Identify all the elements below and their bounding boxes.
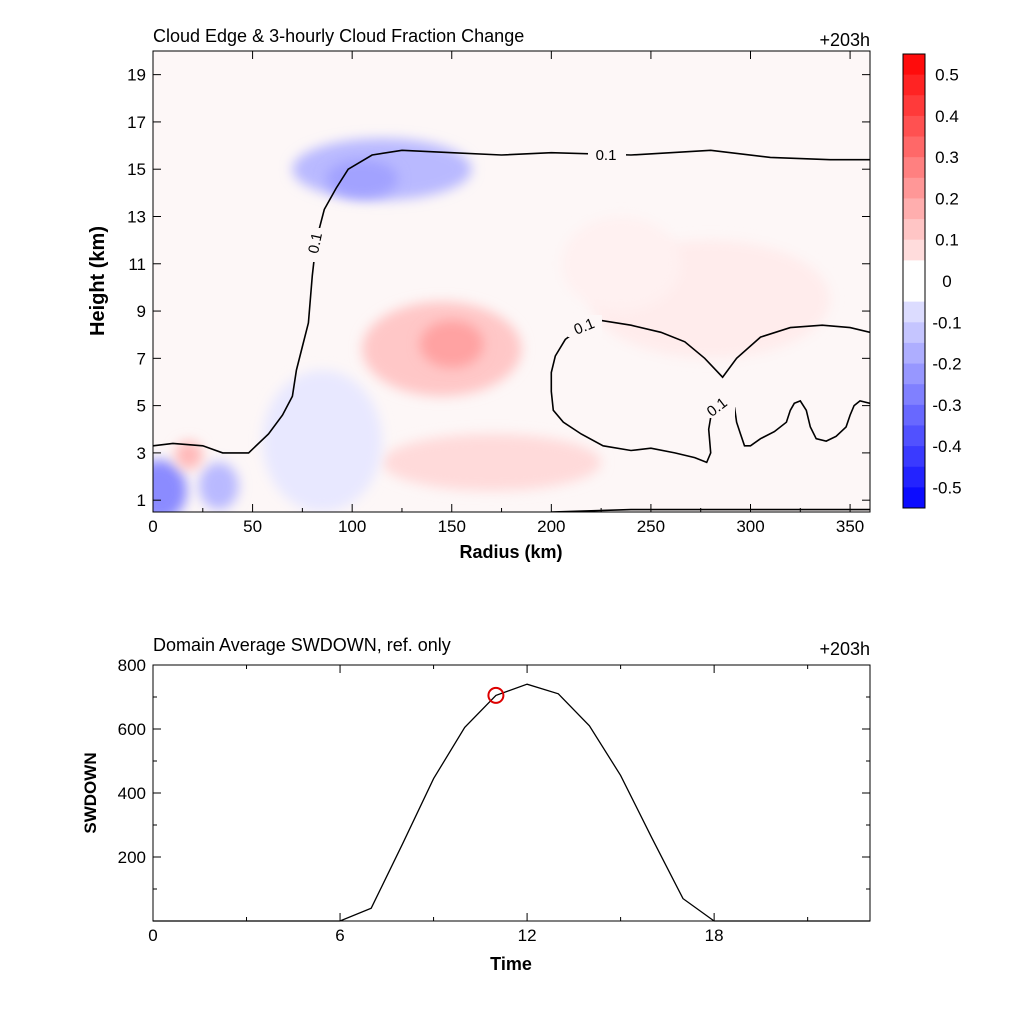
y-tick-label: 11 xyxy=(128,255,146,274)
x-tick-label: 300 xyxy=(736,517,764,536)
colorbar: 0.5 0.4 0.3 0.2 0.1 0 -0.1 -0.2 -0.3 -0.4 -0.5 xyxy=(902,53,962,509)
colorbar-tick-label: -0.5 xyxy=(932,478,961,497)
x-tick-label: 6 xyxy=(335,926,344,945)
swdown-series-line xyxy=(153,683,870,922)
x-tick-label: 100 xyxy=(338,517,366,536)
colorbar-blocks xyxy=(903,54,925,509)
colorbar-block xyxy=(903,301,925,323)
contour-line xyxy=(550,319,870,464)
bottom-chart-time-label: +203h xyxy=(819,639,870,659)
y-tick-label: 13 xyxy=(127,207,146,226)
top-chart-title: Cloud Edge & 3-hourly Cloud Fraction Cha… xyxy=(153,26,524,46)
contour-label-bg xyxy=(705,396,735,418)
heatmap-feature xyxy=(326,159,398,198)
colorbar-ticks: 0.5 0.4 0.3 0.2 0.1 0 -0.1 -0.2 -0.3 -0.4 -0.5 xyxy=(932,66,961,498)
colorbar-block xyxy=(903,198,925,220)
y-tick-label: 1 xyxy=(137,491,146,510)
colorbar-tick-label: -0.3 xyxy=(932,396,961,415)
x-tick-label: 0 xyxy=(148,517,157,536)
colorbar-block xyxy=(903,54,925,76)
y-tick-label: 5 xyxy=(137,397,146,416)
x-tick-label: 0 xyxy=(148,926,157,945)
y-tick-label: 3 xyxy=(137,444,146,463)
current-time-marker xyxy=(487,686,505,704)
y-tick-label: 600 xyxy=(118,720,146,739)
contour-label-1: 0.1 xyxy=(596,147,617,164)
contour-labels: 0.1 0.1 0.1 0.1 xyxy=(304,143,735,421)
contour-label-3: 0.1 xyxy=(571,315,597,339)
heatmap-feature xyxy=(198,462,239,510)
contour-line xyxy=(551,508,870,512)
x-tick-label: 18 xyxy=(705,926,724,945)
x-tick-label: 50 xyxy=(243,517,262,536)
cloud-fraction-panel: Cloud Edge & 3-hourly Cloud Fraction Cha… xyxy=(87,26,871,562)
y-tick-label: 17 xyxy=(127,113,146,132)
heatmap-feature xyxy=(561,216,681,312)
heatmap-feature xyxy=(174,441,203,470)
contour-label-2: 0.1 xyxy=(305,231,326,255)
colorbar-block xyxy=(903,177,925,199)
colorbar-block xyxy=(903,239,925,261)
colorbar-tick-label: -0.2 xyxy=(932,355,961,374)
top-chart-time-label: +203h xyxy=(819,30,870,50)
x-tick-label: 250 xyxy=(637,517,665,536)
y-tick-label: 200 xyxy=(118,848,146,867)
heatmap-feature xyxy=(153,459,187,512)
colorbar-block xyxy=(903,466,925,488)
colorbar-block xyxy=(903,322,925,344)
bottom-y-axis-label: SWDOWN xyxy=(81,752,100,833)
bottom-x-axis-label: Time xyxy=(490,954,532,974)
heatmap-feature xyxy=(262,370,383,512)
y-tick-label: 800 xyxy=(118,656,146,675)
heatmap-feature xyxy=(382,433,602,491)
y-tick-label: 7 xyxy=(137,349,146,368)
colorbar-tick-label: 0.1 xyxy=(935,231,959,250)
colorbar-block xyxy=(903,95,925,117)
colorbar-tick-label: 0.5 xyxy=(935,66,959,85)
top-y-axis-label: Height (km) xyxy=(87,226,109,336)
colorbar-block xyxy=(903,363,925,385)
colorbar-block xyxy=(903,446,925,468)
colorbar-tick-label: 0 xyxy=(942,272,951,291)
y-tick-label: 400 xyxy=(118,784,146,803)
y-tick-label: 15 xyxy=(127,160,146,179)
swdown-panel: Domain Average SWDOWN, ref. only +203h 0… xyxy=(81,635,871,974)
colorbar-block xyxy=(903,404,925,426)
colorbar-block xyxy=(903,281,925,303)
contour-label-bg xyxy=(304,228,326,262)
top-x-axis-label: Radius (km) xyxy=(459,542,562,562)
colorbar-tick-label: -0.1 xyxy=(932,313,961,332)
colorbar-tick-label: -0.4 xyxy=(932,437,961,456)
x-tick-label: 200 xyxy=(537,517,565,536)
colorbar-tick-label: 0.4 xyxy=(935,107,959,126)
x-tick-label: 350 xyxy=(836,517,864,536)
bottom-axes: 0 6 12 18 200 400 600 800 xyxy=(118,656,870,945)
colorbar-block xyxy=(903,425,925,447)
x-tick-label: 150 xyxy=(438,517,466,536)
colorbar-block xyxy=(903,384,925,406)
colorbar-block xyxy=(903,157,925,179)
colorbar-block xyxy=(903,219,925,241)
colorbar-block xyxy=(903,74,925,96)
contour-label-bg xyxy=(588,143,626,165)
top-plot-frame xyxy=(152,50,871,513)
colorbar-block xyxy=(903,136,925,158)
colorbar-frame xyxy=(902,53,926,509)
colorbar-block xyxy=(903,487,925,509)
contour-label-bg xyxy=(568,315,602,337)
bottom-plot-frame xyxy=(152,664,871,922)
colorbar-block xyxy=(903,342,925,365)
y-tick-label: 9 xyxy=(137,302,146,321)
colorbar-tick-label: 0.3 xyxy=(935,148,959,167)
colorbar-tick-label: 0.2 xyxy=(935,189,959,208)
y-tick-label: 19 xyxy=(127,66,146,85)
colorbar-block xyxy=(903,260,925,282)
heatmap-feature xyxy=(419,320,484,368)
x-tick-label: 12 xyxy=(518,926,537,945)
colorbar-block xyxy=(903,115,925,138)
heatmap-features xyxy=(153,138,831,512)
bottom-chart-title: Domain Average SWDOWN, ref. only xyxy=(153,635,451,655)
